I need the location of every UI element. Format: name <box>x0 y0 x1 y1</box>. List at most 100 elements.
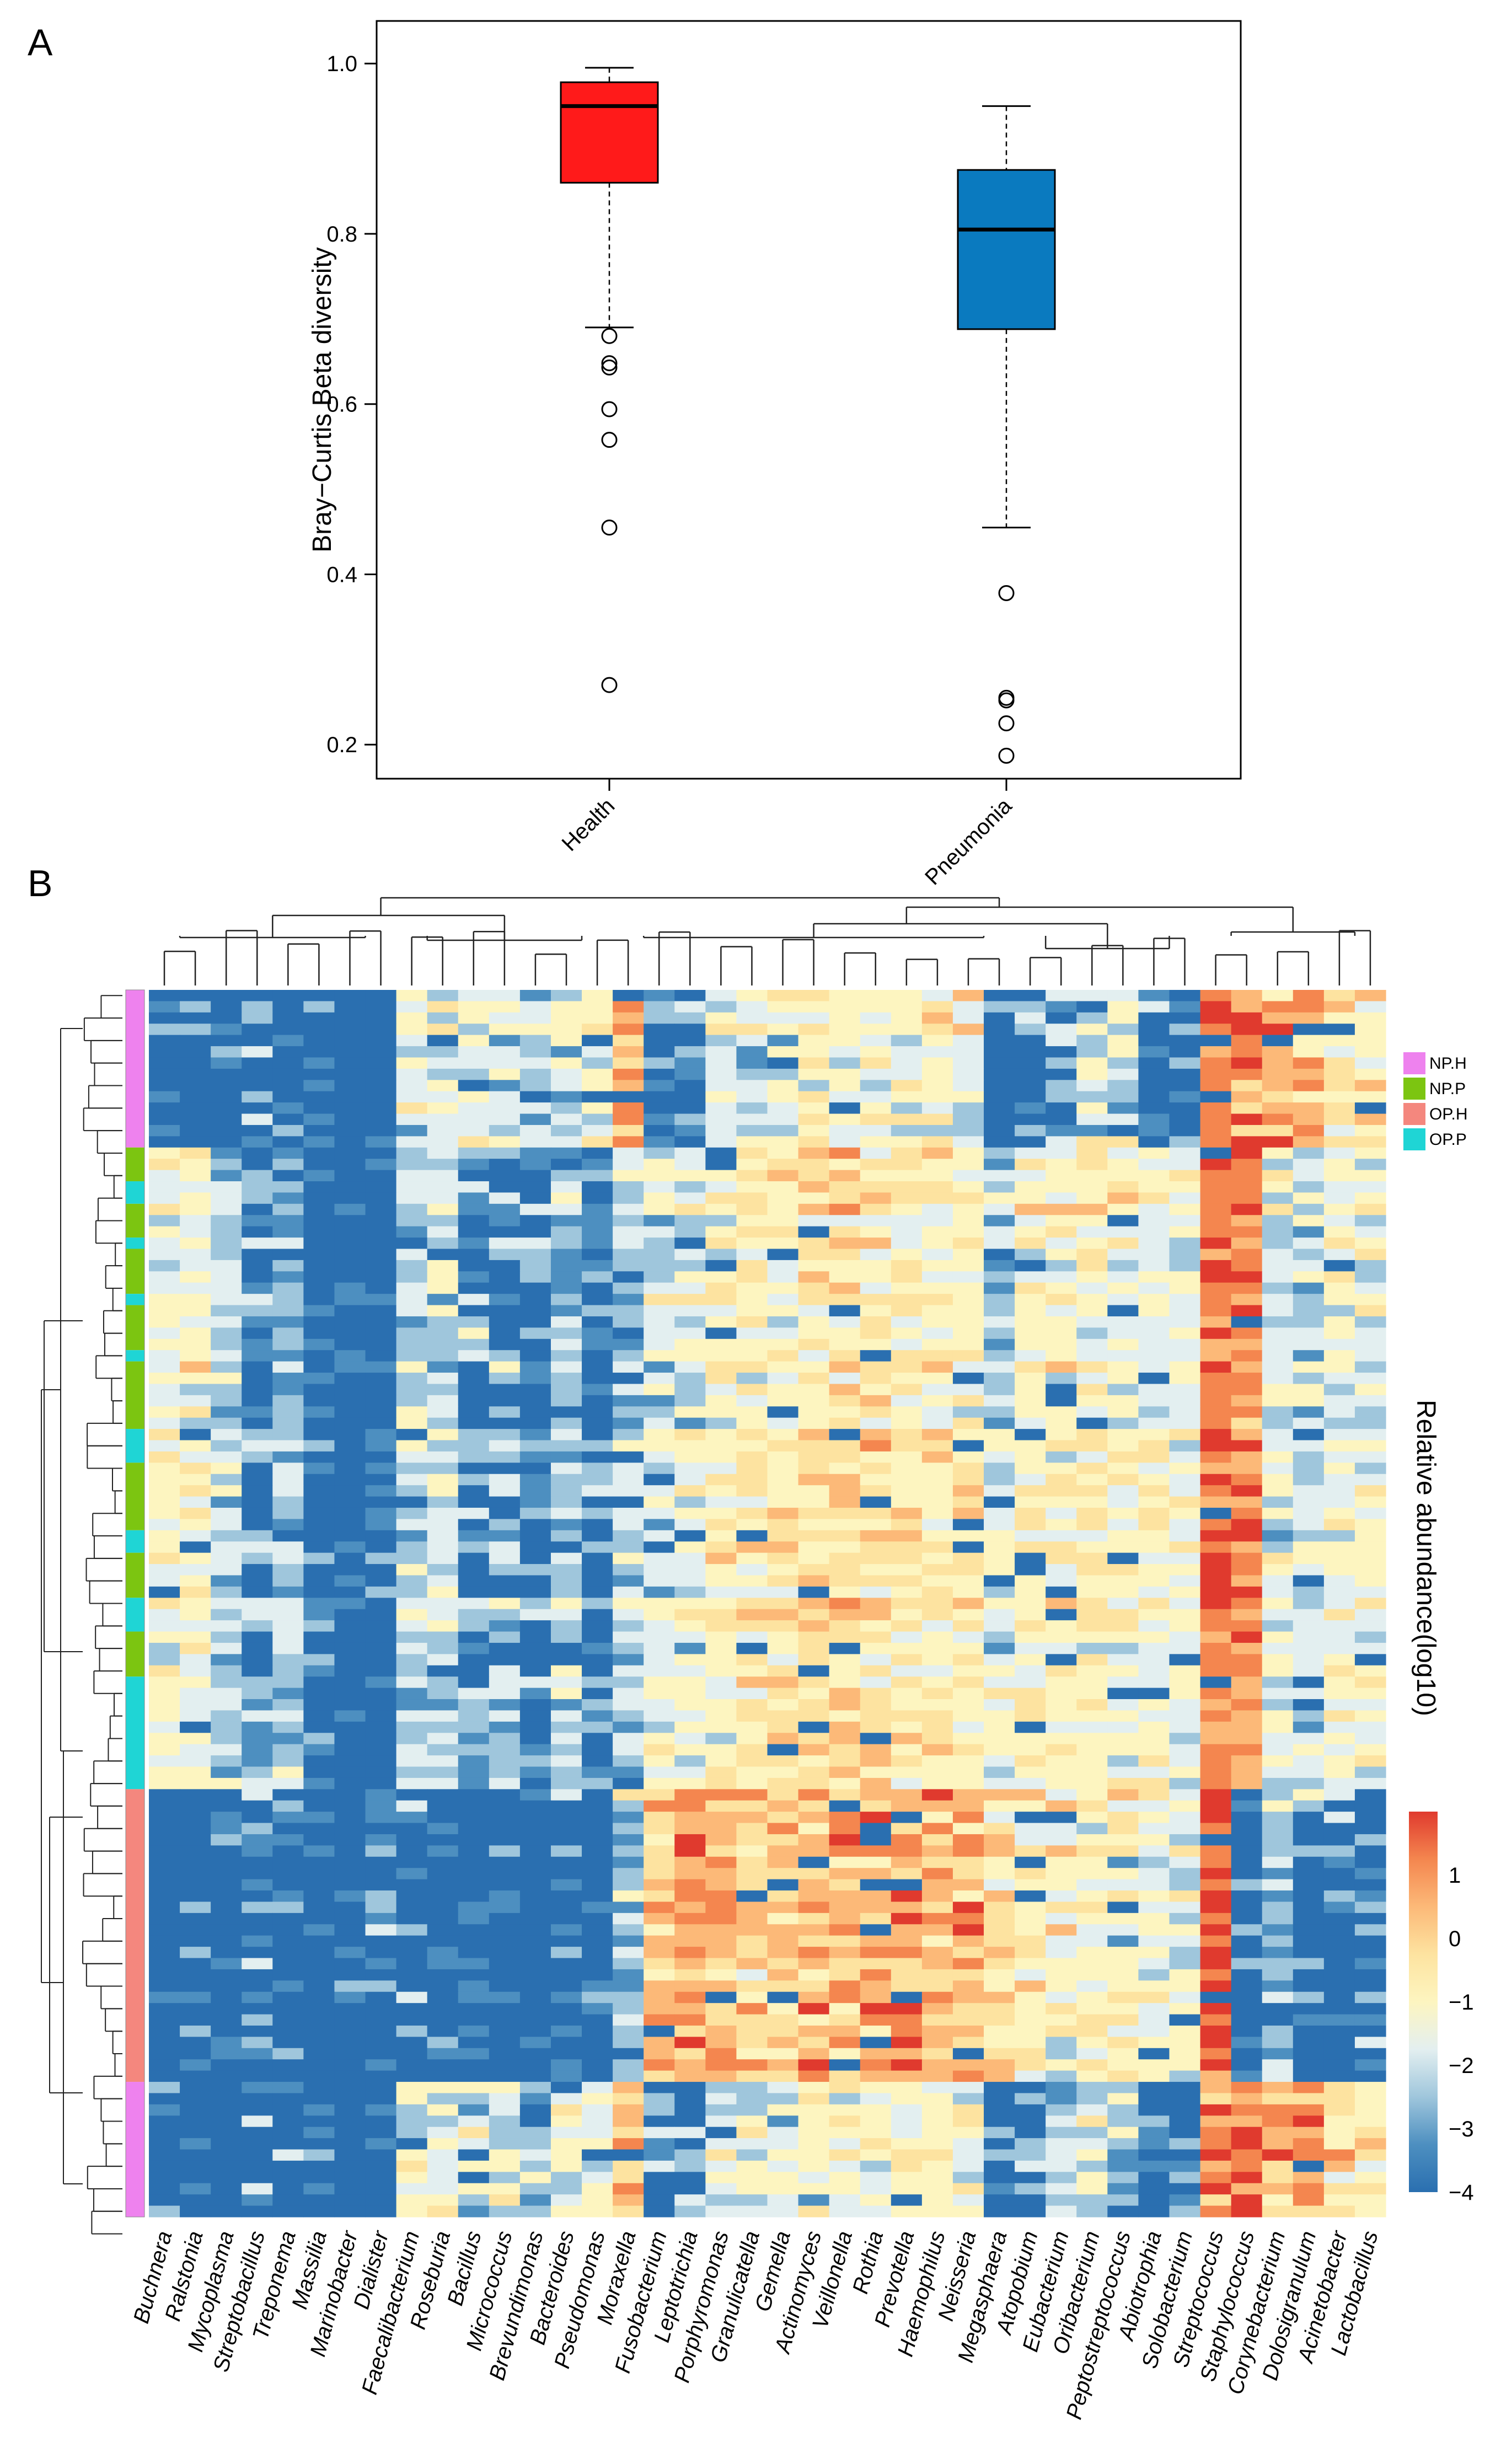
heatmap-cell <box>272 1800 304 1812</box>
heatmap-cell <box>458 1406 490 1418</box>
heatmap-cell <box>613 2183 644 2195</box>
heatmap-cell <box>829 1260 861 1272</box>
heatmap-cell <box>1231 1147 1263 1159</box>
heatmap-cell <box>519 2194 551 2206</box>
heatmap-cell <box>736 1226 768 1238</box>
heatmap-cell <box>149 1080 180 1092</box>
panel-a-label: A <box>28 22 53 63</box>
heatmap-cell <box>891 1947 923 1959</box>
heatmap-cell <box>211 1440 242 1452</box>
heatmap-cell <box>984 2037 1015 2049</box>
heatmap-cell <box>489 1766 521 1779</box>
heatmap-cell <box>1200 2183 1232 2195</box>
heatmap-cell <box>1138 1316 1170 1328</box>
heatmap-cell <box>767 2082 799 2094</box>
heatmap-cell <box>829 1373 861 1385</box>
heatmap-cell <box>303 1496 335 1508</box>
heatmap-cell <box>365 2082 397 2094</box>
heatmap-cell <box>180 1642 211 1654</box>
legend-label: NP.H <box>1429 1054 1467 1073</box>
heatmap-cell <box>272 1463 304 1475</box>
heatmap-cell <box>829 1766 861 1779</box>
heatmap-cell <box>1046 1215 1077 1227</box>
heatmap-cell <box>1046 2093 1077 2105</box>
heatmap-cell <box>798 1113 830 1126</box>
heatmap-cell <box>736 1181 768 1193</box>
heatmap-cell <box>1323 1935 1355 1947</box>
heatmap-cell <box>705 1710 737 1722</box>
heatmap-cell <box>644 1564 675 1576</box>
heatmap-cell <box>1138 1327 1170 1340</box>
heatmap-cell <box>674 1373 706 1385</box>
heatmap-cell <box>303 1429 335 1441</box>
heatmap-cell <box>984 1305 1015 1317</box>
heatmap-cell <box>396 1406 428 1418</box>
heatmap-cell <box>1138 1338 1170 1351</box>
heatmap-cell <box>644 1879 675 1891</box>
heatmap-cell <box>984 1755 1015 1767</box>
heatmap-cell <box>1200 1552 1232 1565</box>
heatmap-cell <box>798 1958 830 1970</box>
heatmap-cell <box>1200 1766 1232 1779</box>
heatmap-cell <box>705 1845 737 1857</box>
heatmap-cell <box>1138 1744 1170 1756</box>
group-legend: NP.HNP.POP.HOP.P <box>1403 1052 1467 1150</box>
heatmap-cell <box>149 1091 180 1103</box>
heatmap-cell <box>242 1406 273 1418</box>
heatmap-cell <box>211 990 242 1002</box>
heatmap-cell <box>582 1586 613 1598</box>
heatmap-cell <box>458 1113 490 1126</box>
heatmap-cell <box>489 1170 521 1182</box>
heatmap-cell <box>550 1406 582 1418</box>
heatmap-cell <box>180 1812 211 1824</box>
heatmap-cell <box>1107 1766 1139 1779</box>
heatmap-cell <box>1015 1519 1046 1531</box>
heatmap-cell <box>798 1620 830 1632</box>
heatmap-cell <box>952 2082 984 2094</box>
heatmap-cell <box>272 1012 304 1024</box>
heatmap-cell <box>519 1316 551 1328</box>
heatmap-cell <box>705 1823 737 1835</box>
heatmap-cell <box>1107 1215 1139 1227</box>
heatmap-cell <box>489 1710 521 1722</box>
heatmap-cell <box>550 1800 582 1812</box>
heatmap-cell <box>149 1361 180 1373</box>
heatmap-cell <box>891 1777 923 1790</box>
heatmap-cell <box>736 1350 768 1362</box>
heatmap-cell <box>519 2082 551 2094</box>
heatmap-cell <box>1169 1102 1201 1115</box>
heatmap-cell <box>767 1474 799 1486</box>
heatmap-cell <box>180 2149 211 2161</box>
heatmap-cell <box>1231 1384 1263 1396</box>
heatmap-cell <box>1354 1676 1386 1689</box>
heatmap-cell <box>211 1744 242 1756</box>
heatmap-cell <box>860 1327 892 1340</box>
heatmap-cell <box>1323 1316 1355 1328</box>
heatmap-cell <box>458 1373 490 1385</box>
heatmap-cell <box>489 2194 521 2206</box>
heatmap-cell <box>550 2014 582 2026</box>
heatmap-cell <box>1107 1642 1139 1654</box>
heatmap-cell <box>705 1496 737 1508</box>
heatmap-cell <box>1354 1755 1386 1767</box>
heatmap-cell <box>334 1226 366 1238</box>
heatmap-cell <box>1046 2126 1077 2139</box>
heatmap-cell <box>921 2138 953 2150</box>
heatmap-cell <box>1046 1024 1077 1036</box>
heatmap-cell <box>613 1124 644 1137</box>
heatmap-cell <box>829 1688 861 1700</box>
heatmap-cell <box>303 1958 335 1970</box>
heatmap-cell <box>1262 2126 1294 2139</box>
heatmap-cell <box>674 1823 706 1835</box>
heatmap-cell <box>1138 1879 1170 1891</box>
heatmap-cell <box>1200 1384 1232 1396</box>
heatmap-cell <box>952 1699 984 1711</box>
heatmap-cell <box>458 1338 490 1351</box>
heatmap-cell <box>736 1924 768 1936</box>
heatmap-cell <box>984 1316 1015 1328</box>
heatmap-cell <box>613 1901 644 1914</box>
heatmap-cell <box>1169 1057 1201 1069</box>
heatmap-cell <box>1200 1338 1232 1351</box>
heatmap-cell <box>767 1699 799 1711</box>
heatmap-cell <box>396 1238 428 1250</box>
